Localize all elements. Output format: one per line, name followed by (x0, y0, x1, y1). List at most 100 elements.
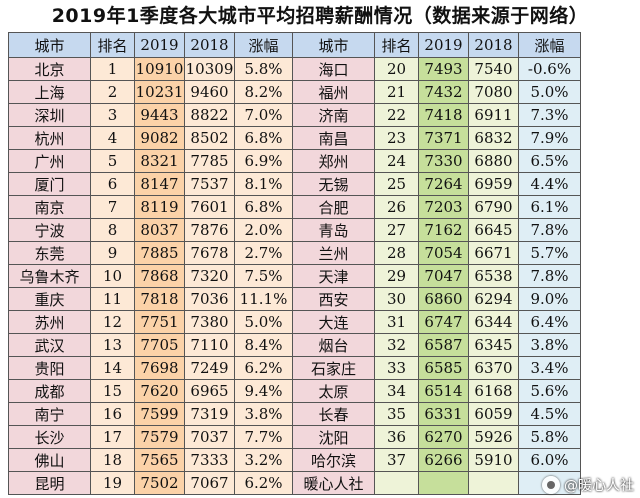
rank-cell: 20 (374, 57, 419, 81)
value-2019-cell: 10231 (134, 80, 185, 104)
rank-cell: 30 (374, 287, 419, 311)
city-cell: 深圳 (8, 103, 91, 127)
value-2019-cell: 7620 (134, 379, 185, 403)
value-2018-cell: 7876 (184, 218, 235, 242)
city-cell: 成都 (8, 379, 91, 403)
value-2018-cell: 8502 (184, 126, 235, 150)
rank-cell: 9 (90, 241, 135, 265)
city-cell: 石家庄 (292, 356, 375, 380)
rank-cell: 23 (374, 126, 419, 150)
growth-cell: 3.8% (518, 333, 581, 357)
value-2019-cell: 8321 (134, 149, 185, 173)
rank-cell: 16 (90, 402, 135, 426)
rank-cell: 31 (374, 310, 419, 334)
rank-cell: 26 (374, 195, 419, 219)
table-row: 成都 15 7620 6965 9.4% 太原 34 6514 6168 5.6% (8, 379, 581, 403)
growth-cell: 9.0% (518, 287, 581, 311)
value-2018-cell: 7080 (468, 80, 519, 104)
rank-cell: 25 (374, 172, 419, 196)
growth-cell: 3.4% (518, 356, 581, 380)
city-cell: 郑州 (292, 149, 375, 173)
city-cell: 长沙 (8, 425, 91, 449)
rank-cell: 10 (90, 264, 135, 288)
value-2019-cell: 9082 (134, 126, 185, 150)
rank-cell: 27 (374, 218, 419, 242)
city-cell: 乌鲁木齐 (8, 264, 91, 288)
value-2019-cell: 7705 (134, 333, 185, 357)
value-2019-cell: 6585 (418, 356, 469, 380)
growth-cell: 8.2% (234, 80, 293, 104)
rank-cell: 7 (90, 195, 135, 219)
value-2019-cell: 8037 (134, 218, 185, 242)
value-2018-cell: 8822 (184, 103, 235, 127)
growth-cell: 6.1% (518, 195, 581, 219)
growth-cell: 7.8% (518, 218, 581, 242)
rank-cell: 35 (374, 402, 419, 426)
table-row: 宁波 8 8037 7876 2.0% 青岛 27 7162 6645 7.8% (8, 218, 581, 242)
city-cell: 沈阳 (292, 425, 375, 449)
column-header: 2019 (134, 32, 185, 58)
value-2018-cell: 7037 (184, 425, 235, 449)
column-header: 涨幅 (234, 32, 293, 58)
column-header: 涨幅 (518, 32, 581, 58)
value-2019-cell: 7162 (418, 218, 469, 242)
rank-cell: 37 (374, 448, 419, 472)
account-icon (542, 476, 560, 494)
value-2018-cell: 10309 (184, 57, 235, 81)
table-title: 2019年1季度各大城市平均招聘薪酬情况（数据来源于网络） (51, 5, 589, 27)
rank-cell: 19 (90, 471, 135, 495)
growth-cell: 7.9% (518, 126, 581, 150)
value-2019-cell: 7885 (134, 241, 185, 265)
value-2019-cell: 10910 (134, 57, 185, 81)
rank-cell: 13 (90, 333, 135, 357)
city-cell: 暖心人社 (292, 471, 375, 495)
value-2018-cell: 6059 (468, 402, 519, 426)
city-cell: 海口 (292, 57, 375, 81)
growth-cell: 5.7% (518, 241, 581, 265)
value-2019-cell: 7751 (134, 310, 185, 334)
table-row: 佛山 18 7565 7333 3.2% 哈尔滨 37 6266 5910 6.0% (8, 448, 581, 472)
growth-cell: 7.5% (234, 264, 293, 288)
value-2019-cell: 7203 (418, 195, 469, 219)
table-row: 上海 2 10231 9460 8.2% 福州 21 7432 7080 5.0% (8, 80, 581, 104)
city-cell: 厦门 (8, 172, 91, 196)
city-cell: 重庆 (8, 287, 91, 311)
growth-cell: 3.2% (234, 448, 293, 472)
rank-cell: 4 (90, 126, 135, 150)
value-2018-cell: 6671 (468, 241, 519, 265)
salary-table: 城市 排名 2019 2018 涨幅 城市 排名 2019 2018 涨幅 北京 1 10910 1030… (8, 32, 581, 495)
city-cell: 天津 (292, 264, 375, 288)
city-cell: 大连 (292, 310, 375, 334)
rank-cell: 2 (90, 80, 135, 104)
column-header: 排名 (90, 32, 135, 58)
column-header: 2018 (184, 32, 235, 58)
city-cell: 兰州 (292, 241, 375, 265)
city-cell: 杭州 (8, 126, 91, 150)
table-row: 武汉 13 7705 7110 8.4% 烟台 32 6587 6345 3.8% (8, 333, 581, 357)
growth-cell: 6.2% (234, 356, 293, 380)
growth-cell: 6.8% (234, 195, 293, 219)
rank-cell: 29 (374, 264, 419, 288)
column-header: 2019 (418, 32, 469, 58)
city-cell: 苏州 (8, 310, 91, 334)
value-2018-cell: 7249 (184, 356, 235, 380)
value-2019-cell: 6587 (418, 333, 469, 357)
table-row: 乌鲁木齐 10 7868 7320 7.5% 天津 29 7047 6538 7.8% (8, 264, 581, 288)
value-2019-cell: 7868 (134, 264, 185, 288)
city-cell: 南京 (8, 195, 91, 219)
rank-cell: 28 (374, 241, 419, 265)
value-2018-cell: 6294 (468, 287, 519, 311)
value-2019-cell: 6331 (418, 402, 469, 426)
value-2018-cell: 6344 (468, 310, 519, 334)
growth-cell: 6.4% (518, 310, 581, 334)
growth-cell: 6.5% (518, 149, 581, 173)
value-2019-cell: 8119 (134, 195, 185, 219)
rank-cell: 11 (90, 287, 135, 311)
city-cell: 合肥 (292, 195, 375, 219)
rank-cell (374, 471, 419, 495)
watermark-text: @暖心人社 (564, 478, 634, 494)
value-2018-cell: 6959 (468, 172, 519, 196)
value-2018-cell (468, 471, 519, 495)
value-2018-cell: 6345 (468, 333, 519, 357)
table-row: 深圳 3 9443 8822 7.0% 济南 22 7418 6911 7.3% (8, 103, 581, 127)
